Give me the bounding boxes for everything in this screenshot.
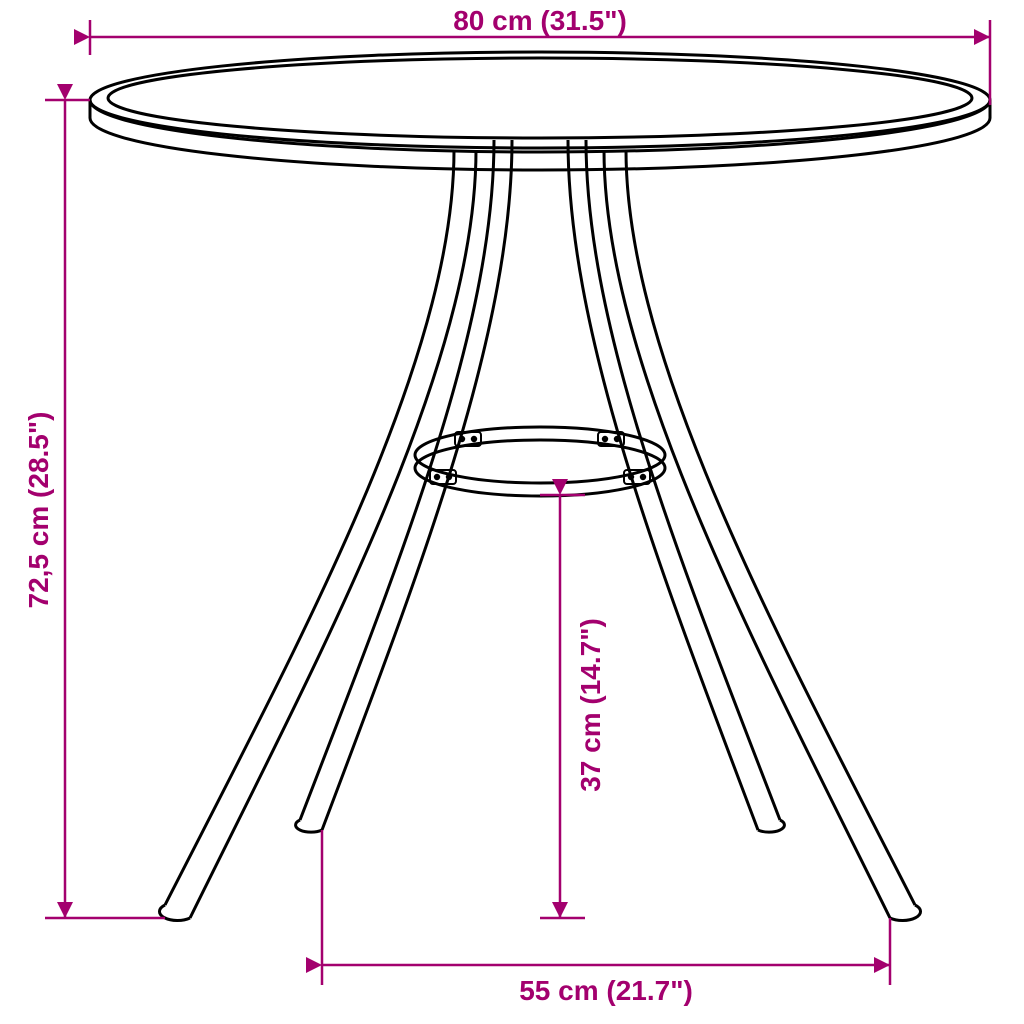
dim-height: 72,5 cm (28.5") [23,412,54,609]
dim-leg-span: 55 cm (21.7") [519,975,693,1006]
dim-ring-height: 37 cm (14.7") [575,618,606,792]
dimension-diagram: 80 cm (31.5") 72,5 cm (28.5") 37 cm (14.… [0,0,1024,1024]
dim-top-width: 80 cm (31.5") [453,5,627,36]
table-outline [90,52,990,921]
